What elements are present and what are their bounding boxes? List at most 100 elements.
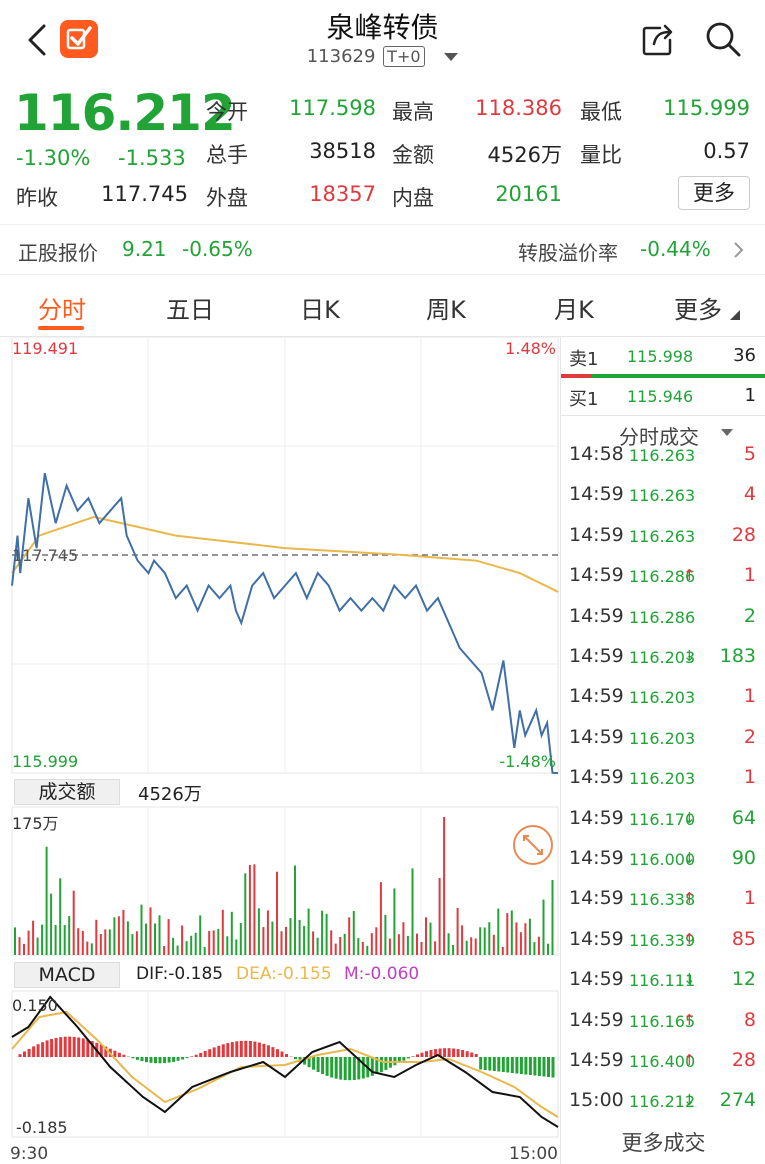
macd-bar — [167, 1057, 171, 1063]
trade-row: 14:59 116.286 ↑ 1 — [561, 564, 765, 604]
volume-bar — [68, 916, 71, 955]
macd-bar — [533, 1057, 537, 1076]
volume-bar — [181, 925, 184, 955]
trade-volume: 183 — [719, 645, 756, 667]
volume-bar — [77, 928, 80, 955]
volume-bar — [456, 907, 459, 955]
trade-price: 116.165 — [629, 1011, 696, 1031]
volume-bar — [343, 933, 346, 955]
macd-bar — [77, 1037, 81, 1057]
tab-monthly-k[interactable]: 月K — [554, 296, 594, 324]
indicator-select-button[interactable]: MACD — [14, 962, 120, 988]
macd-bar — [131, 1057, 135, 1059]
volume-bar — [547, 943, 549, 955]
volume-bar — [294, 865, 296, 955]
trade-row: 14:59 116.203 1 — [561, 685, 765, 725]
trade-time: 15:00 — [569, 1089, 624, 1112]
volume-bar — [325, 913, 328, 955]
macd-bar — [18, 1054, 22, 1057]
trade-direction-icon: ↑ — [683, 566, 696, 585]
volume-type-button[interactable]: 成交额 — [14, 779, 120, 805]
macd-bar — [72, 1036, 76, 1057]
tab-weekly-k[interactable]: 周K — [426, 296, 466, 324]
volume-bar — [397, 934, 400, 955]
volume-bar — [551, 880, 554, 955]
time-start-label: 9:30 — [10, 1144, 48, 1164]
macd-bar — [257, 1042, 261, 1057]
volume-bar — [303, 925, 306, 955]
time-end-label: 15:00 — [509, 1144, 558, 1164]
trade-row: 14:59 116.203 1 — [561, 766, 765, 806]
trades-header[interactable]: 分时成交 — [561, 413, 765, 453]
volume-bar — [316, 937, 319, 955]
macd-bar — [266, 1045, 270, 1057]
volume-value: 38518 — [309, 139, 376, 163]
buy1-row[interactable]: 买1 115.946 1 — [561, 379, 765, 415]
volume-bar — [95, 919, 98, 955]
tab-daily-k[interactable]: 日K — [300, 296, 340, 324]
volume-bar — [190, 935, 193, 955]
volume-bar — [145, 923, 147, 955]
trade-time: 14:59 — [569, 766, 624, 789]
macd-bar — [63, 1036, 67, 1057]
bid-ask-bar — [561, 374, 765, 378]
macd-bar — [456, 1049, 460, 1057]
macd-bar — [158, 1057, 162, 1064]
share-icon[interactable] — [640, 22, 676, 58]
macd-bar — [483, 1057, 487, 1070]
volume-bar — [280, 931, 283, 955]
volume-bar — [465, 940, 468, 955]
volume-bar — [438, 878, 441, 955]
trade-price: 116.263 — [629, 446, 696, 465]
volume-bar — [117, 916, 120, 955]
macd-bar — [506, 1057, 510, 1073]
volume-bar — [289, 918, 292, 955]
volume-bar — [221, 909, 224, 955]
trade-price: 116.203 — [629, 728, 696, 748]
volume-bar — [104, 929, 107, 955]
average-price-line — [11, 515, 559, 593]
security-code[interactable]: 113629 T+0 — [0, 46, 765, 67]
macd-bar — [361, 1057, 365, 1079]
underlying-row[interactable]: 正股报价 9.21 -0.65% 转股溢价率 -0.44% — [0, 225, 765, 274]
tab-more[interactable]: 更多 — [674, 296, 722, 324]
app-logo-icon[interactable] — [60, 20, 98, 58]
macd-bar — [23, 1051, 26, 1057]
volume-bar — [244, 873, 247, 955]
trade-row: 14:59 116.203 ↓ 183 — [561, 645, 765, 685]
more-trades-button[interactable]: 更多成交 — [621, 1131, 706, 1155]
sell1-label: 卖1 — [569, 349, 599, 370]
change-value: -1.533 — [118, 146, 186, 170]
volume-bar — [330, 930, 333, 955]
trade-price: 116.263 — [629, 486, 696, 506]
sell1-row[interactable]: 卖1 115.998 36 — [561, 339, 765, 375]
volume-bar — [271, 921, 274, 955]
trades-header-label: 分时成交 — [619, 425, 699, 449]
volume-bar — [388, 938, 391, 955]
macd-bar — [81, 1038, 85, 1057]
trade-price: 116.286 — [629, 567, 696, 587]
macd-bar — [429, 1050, 433, 1057]
volume-amount: 4526万 — [138, 784, 202, 805]
macd-bar — [524, 1057, 528, 1075]
volume-bar — [81, 930, 84, 955]
volume-bar — [425, 917, 427, 955]
back-arrow-icon[interactable] — [24, 22, 52, 58]
search-icon[interactable] — [704, 20, 742, 58]
dropdown-icon[interactable] — [721, 429, 733, 436]
dropdown-icon[interactable] — [444, 53, 459, 61]
tab-intraday[interactable]: 分时 — [38, 296, 86, 324]
macd-bar — [135, 1057, 139, 1060]
inner-value: 20161 — [495, 182, 562, 206]
tab-five-day[interactable]: 五日 — [166, 296, 214, 324]
volume-label: 总手 — [206, 143, 248, 167]
expand-icon[interactable] — [513, 825, 553, 865]
intraday-charts[interactable]: 119.491 1.48% 117.745 115.999 -1.48% 175… — [0, 337, 560, 1164]
macd-bar — [176, 1057, 180, 1061]
chevron-right-icon — [734, 242, 744, 258]
trade-time: 14:59 — [569, 927, 624, 950]
macd-bar — [212, 1047, 216, 1057]
more-quote-button[interactable]: 更多 — [678, 176, 750, 210]
volume-bar — [126, 921, 129, 955]
volume-bar — [429, 922, 432, 955]
